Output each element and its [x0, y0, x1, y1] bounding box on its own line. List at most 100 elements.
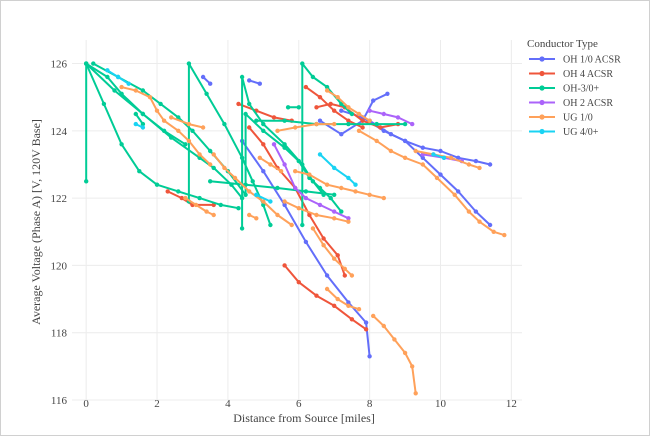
data-point	[84, 179, 89, 184]
data-point	[367, 192, 372, 197]
data-point	[296, 105, 301, 110]
x-tick-label: 12	[506, 398, 517, 410]
data-point	[161, 118, 167, 123]
data-point	[335, 296, 340, 302]
data-point	[222, 121, 227, 127]
data-point	[140, 111, 146, 117]
data-point	[381, 111, 386, 117]
legend-item: UG 4/0+	[529, 127, 599, 138]
series-line	[368, 119, 492, 226]
x-tick-label: 0	[83, 398, 89, 410]
series-line	[187, 62, 272, 226]
legend-swatch-marker	[539, 114, 545, 120]
data-point	[360, 125, 365, 130]
data-point	[169, 135, 174, 140]
series-oh-3-0	[84, 61, 408, 231]
legend-items: OH 1/0 ACSR OH 4 ACSR OH-3/0+ OH 2 ACSR UG 1…	[529, 55, 621, 138]
data-point	[293, 125, 298, 130]
data-point	[452, 192, 457, 197]
data-point	[342, 273, 347, 278]
series-line	[283, 264, 368, 331]
data-point	[239, 74, 245, 80]
series-line	[283, 200, 350, 223]
data-point	[332, 303, 337, 308]
data-point	[346, 300, 351, 305]
data-point	[140, 121, 146, 127]
data-point	[158, 101, 163, 107]
x-tick-label: 2	[154, 398, 160, 410]
data-point	[456, 155, 461, 160]
data-point	[261, 142, 266, 147]
data-point	[332, 256, 337, 261]
data-point	[332, 108, 337, 113]
data-point	[254, 118, 259, 123]
data-point	[282, 263, 287, 268]
data-point	[420, 162, 425, 167]
series-line	[85, 62, 244, 200]
data-point	[303, 195, 309, 201]
data-point	[374, 121, 379, 127]
series-line	[92, 62, 343, 213]
data-point	[324, 286, 330, 292]
data-point	[247, 101, 252, 107]
data-point	[105, 68, 110, 73]
data-point	[247, 212, 252, 218]
data-point	[271, 115, 277, 120]
series-line	[358, 129, 506, 237]
data-point	[257, 155, 262, 160]
data-point	[367, 354, 372, 359]
data-point	[413, 391, 418, 396]
data-point	[310, 74, 316, 80]
data-point	[303, 84, 309, 90]
data-point	[371, 313, 376, 319]
data-point	[349, 111, 355, 117]
data-point	[133, 121, 138, 127]
data-point	[296, 280, 301, 285]
data-point	[356, 128, 362, 133]
series-oh-2-acsr	[271, 108, 464, 221]
data-point	[363, 327, 369, 332]
data-point	[303, 189, 309, 194]
data-point	[339, 185, 344, 191]
data-point	[197, 152, 202, 157]
data-point	[431, 152, 436, 157]
data-point	[119, 84, 124, 90]
series-layer	[84, 61, 507, 396]
data-point	[402, 138, 408, 144]
data-point	[349, 317, 355, 322]
data-point	[84, 61, 89, 66]
tick-labels: 0 2 4 6 8 10 12 116 118 120 122 124 126	[51, 59, 517, 410]
data-point	[321, 243, 326, 248]
data-point	[314, 105, 319, 110]
series-line	[255, 193, 272, 203]
legend-label: UG 4/0+	[563, 127, 599, 138]
data-point	[307, 212, 312, 218]
data-point	[346, 219, 351, 224]
x-tick-label: 6	[296, 398, 302, 410]
data-point	[321, 236, 326, 241]
data-point	[487, 222, 493, 228]
legend-label: OH 2 ACSR	[563, 98, 613, 109]
data-point	[268, 222, 273, 228]
data-point	[317, 95, 323, 100]
data-point	[332, 192, 337, 197]
data-point	[119, 142, 124, 147]
series-line	[372, 314, 417, 395]
data-point	[222, 165, 227, 171]
data-point	[473, 209, 479, 214]
data-point	[208, 148, 213, 154]
data-point	[176, 128, 181, 133]
data-point	[133, 88, 138, 93]
data-point	[105, 74, 110, 80]
data-point	[140, 88, 146, 93]
data-point	[268, 162, 273, 167]
legend-item: OH 1/0 ACSR	[529, 55, 621, 66]
data-point	[339, 132, 344, 137]
data-point	[356, 111, 362, 117]
data-point	[200, 125, 206, 130]
data-point	[211, 152, 216, 157]
data-point	[303, 239, 309, 245]
data-point	[179, 195, 184, 201]
data-point	[324, 182, 330, 187]
